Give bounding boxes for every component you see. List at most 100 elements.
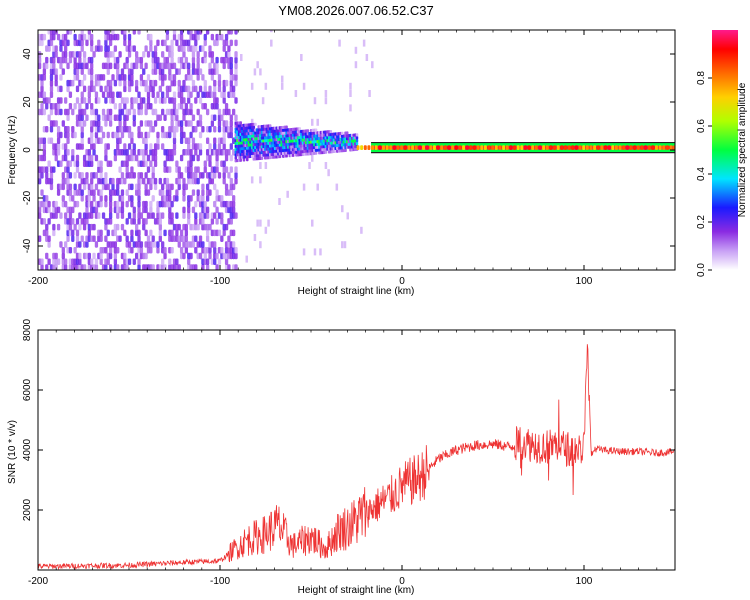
heatmap-cell: [341, 131, 344, 135]
heatmap-cell: [82, 183, 87, 191]
heatmap-cell: [385, 145, 389, 150]
heatmap-cell: [494, 145, 498, 150]
heatmap-cell: [90, 74, 94, 81]
heatmap-cell: [87, 97, 91, 104]
bottom-y-tick-label: 8000: [22, 318, 33, 341]
heatmap-cell: [311, 154, 314, 162]
heatmap-cell: [324, 162, 328, 169]
heatmap-cell: [239, 158, 242, 162]
heatmap-cell: [234, 79, 238, 87]
heatmap-cell: [182, 195, 186, 202]
heatmap-cell: [90, 154, 94, 162]
heatmap-cell: [137, 195, 141, 202]
heatmap-cell: [232, 206, 236, 214]
heatmap-cell: [56, 189, 61, 196]
heatmap-cell: [232, 241, 236, 248]
top-x-tick-label: 100: [576, 276, 593, 287]
heatmap-cell: [92, 195, 96, 202]
heatmap-cell: [161, 126, 165, 133]
heatmap-cell: [234, 156, 238, 160]
heatmap-cell: [311, 118, 314, 126]
heatmap-cell: [132, 108, 136, 116]
heatmap-cell: [146, 235, 151, 242]
heatmap-cell: [187, 212, 191, 219]
heatmap-cell: [208, 126, 212, 133]
heatmap-cell: [54, 74, 58, 81]
heatmap-cell: [132, 45, 136, 52]
heatmap-cell: [54, 154, 58, 162]
colorbar-tick-label: 0.8: [696, 71, 707, 85]
heatmap-cell: [189, 102, 193, 110]
heatmap-cell: [94, 206, 99, 214]
heatmap-cell: [101, 212, 106, 219]
heatmap-cell: [168, 68, 172, 75]
heatmap-cell: [78, 223, 82, 231]
heatmap-cell: [161, 212, 165, 219]
heatmap-cell: [302, 183, 306, 191]
heatmap-cell: [229, 114, 233, 121]
heatmap-cell: [194, 126, 198, 133]
heatmap-cell: [130, 183, 134, 191]
heatmap-cell: [177, 79, 181, 87]
heatmap-cell: [106, 45, 110, 52]
heatmap-cell: [149, 143, 153, 150]
heatmap-cell: [144, 45, 148, 52]
heatmap-cell: [175, 189, 179, 196]
heatmap-cell: [184, 223, 188, 231]
heatmap-cell: [191, 206, 196, 214]
heatmap-cell: [156, 143, 160, 150]
heatmap-cell: [198, 97, 203, 104]
heatmap-cell: [101, 108, 106, 116]
heatmap-cell: [170, 183, 174, 191]
heatmap-cell: [120, 200, 125, 208]
heatmap-cell: [104, 200, 108, 208]
heatmap-cell: [146, 51, 151, 58]
heatmap-cell: [556, 145, 560, 150]
chart-title: YM08.2026.007.06.52.C37: [278, 3, 433, 18]
heatmap-cell: [349, 82, 352, 90]
heatmap-cell: [367, 145, 371, 150]
heatmap-cell: [94, 108, 99, 116]
heatmap-cell: [118, 91, 122, 98]
heatmap-cell: [189, 149, 193, 156]
heatmap-cell: [177, 241, 181, 248]
heatmap-cell: [80, 235, 84, 242]
heatmap-cell: [80, 79, 84, 87]
heatmap-cell: [168, 195, 172, 202]
heatmap-cell: [78, 56, 82, 64]
heatmap-cell: [215, 62, 219, 70]
heatmap-cell: [179, 33, 184, 41]
heatmap-cell: [172, 149, 177, 156]
heatmap-cell: [85, 177, 89, 185]
heatmap-cell: [217, 172, 222, 179]
heatmap-cell: [104, 39, 108, 47]
heatmap-cell: [68, 223, 73, 231]
heatmap-cell: [196, 189, 200, 196]
heatmap-cell: [42, 137, 47, 145]
heatmap-cell: [64, 212, 68, 219]
heatmap-cell: [629, 145, 633, 150]
heatmap-cell: [213, 241, 217, 248]
heatmap-cell: [578, 145, 582, 150]
heatmap-cell: [66, 166, 70, 173]
heatmap-cell: [97, 114, 101, 121]
heatmap-cell: [201, 74, 205, 81]
heatmap-cell: [224, 120, 229, 127]
heatmap-cell: [654, 145, 658, 150]
heatmap-cell: [259, 241, 262, 249]
heatmap-cell: [90, 200, 94, 208]
heatmap-cell: [59, 131, 63, 139]
heatmap-cell: [118, 166, 122, 173]
heatmap-cell: [120, 212, 125, 219]
heatmap-cell: [198, 149, 203, 156]
heatmap-cell: [220, 246, 224, 254]
heatmap-cell: [217, 120, 222, 127]
heatmap-cell: [123, 79, 127, 87]
heatmap-cell: [215, 166, 219, 173]
heatmap-cell: [146, 74, 151, 81]
heatmap-cell: [224, 166, 229, 173]
heatmap-cell: [90, 68, 94, 75]
heatmap-cell: [113, 258, 118, 265]
heatmap-cell: [220, 195, 224, 202]
heatmap-cell: [64, 200, 68, 208]
